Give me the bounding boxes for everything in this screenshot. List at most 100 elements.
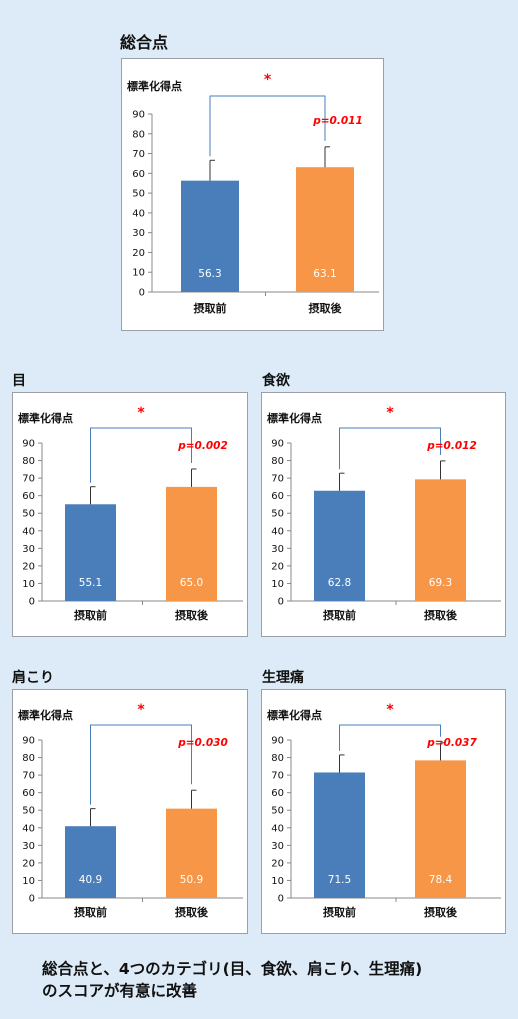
x-tick-label: 摂取前 xyxy=(74,608,107,622)
y-tick-label: 60 xyxy=(22,788,35,799)
significance-bracket xyxy=(339,427,441,470)
y-tick-label: 40 xyxy=(132,208,145,219)
y-tick-label: 0 xyxy=(29,597,35,608)
y-tick-label: 90 xyxy=(271,736,284,747)
chart-panel-stiff-shoulders: 標準化得点 0 10 20 30 40 50 60 70 80 90 40.9 摂取前 50.9 摂取後 * p… xyxy=(12,689,248,934)
bar xyxy=(181,180,239,292)
chart-menstrual-pain: 標準化得点 0 10 20 30 40 50 60 70 80 90 71.5 摂取前 78.4 摂取後 * p… xyxy=(267,702,501,919)
y-tick-label: 10 xyxy=(22,579,35,590)
x-tick-label: 摂取前 xyxy=(323,608,356,622)
significance-bracket xyxy=(90,724,192,805)
y-tick-label: 50 xyxy=(271,509,284,520)
bar xyxy=(65,826,116,898)
y-tick-label: 20 xyxy=(22,858,35,869)
y-tick-label: 40 xyxy=(271,823,284,834)
bar xyxy=(415,479,466,601)
chart-title-menstrual-pain: 生理痛 xyxy=(262,670,304,686)
p-value-label: p=0.037 xyxy=(426,737,477,749)
y-axis-label: 標準化得点 xyxy=(18,708,73,722)
y-tick-label: 30 xyxy=(271,544,284,555)
y-tick-label: 30 xyxy=(22,841,35,852)
significance-mark: * xyxy=(386,405,394,421)
y-tick-label: 30 xyxy=(132,228,145,239)
y-tick-label: 60 xyxy=(132,169,145,180)
y-axis-label: 標準化得点 xyxy=(127,79,182,93)
y-tick-label: 90 xyxy=(132,110,145,121)
chart-eyes: 標準化得点 0 10 20 30 40 50 60 70 80 90 55.1 摂取前 65.0 摂取後 * p… xyxy=(18,405,243,622)
y-tick-label: 30 xyxy=(271,841,284,852)
chart-title-total: 総合点 xyxy=(120,33,169,52)
chart-appetite: 標準化得点 0 10 20 30 40 50 60 70 80 90 62.8 摂取前 69.3 摂取後 * p… xyxy=(267,405,501,622)
significance-mark: * xyxy=(386,702,394,718)
x-tick-label: 摂取前 xyxy=(323,905,356,919)
p-value-label: p=0.011 xyxy=(312,115,363,127)
y-tick-label: 10 xyxy=(22,876,35,887)
y-tick-label: 0 xyxy=(29,894,35,905)
y-tick-label: 80 xyxy=(271,753,284,764)
y-tick-label: 70 xyxy=(271,474,284,485)
y-tick-label: 60 xyxy=(271,788,284,799)
y-tick-label: 20 xyxy=(271,561,284,572)
y-tick-label: 10 xyxy=(132,268,145,279)
x-tick-label: 摂取後 xyxy=(309,301,343,315)
bar xyxy=(166,486,217,601)
x-tick-label: 摂取後 xyxy=(424,905,458,919)
significance-mark: * xyxy=(137,405,145,421)
data-label: 56.3 xyxy=(198,268,221,280)
x-tick-label: 摂取前 xyxy=(194,301,227,315)
y-tick-label: 80 xyxy=(271,456,284,467)
y-tick-label: 40 xyxy=(271,526,284,537)
y-axis-label: 標準化得点 xyxy=(267,411,322,425)
y-tick-label: 80 xyxy=(22,753,35,764)
significance-bracket xyxy=(90,427,192,483)
bar xyxy=(296,167,354,292)
y-tick-label: 70 xyxy=(132,149,145,160)
y-tick-label: 0 xyxy=(278,597,284,608)
significance-mark: * xyxy=(137,702,145,718)
y-tick-label: 70 xyxy=(271,771,284,782)
y-tick-label: 40 xyxy=(22,526,35,537)
y-axis-label: 標準化得点 xyxy=(267,708,322,722)
y-tick-label: 10 xyxy=(271,579,284,590)
chart-panel-menstrual-pain: 標準化得点 0 10 20 30 40 50 60 70 80 90 71.5 摂取前 78.4 摂取後 * p… xyxy=(261,689,506,934)
y-tick-label: 80 xyxy=(132,129,145,140)
p-value-label: p=0.030 xyxy=(177,737,228,749)
summary-line-2: のスコアが有意に改善 xyxy=(42,982,198,1000)
chart-panel-appetite: 標準化得点 0 10 20 30 40 50 60 70 80 90 62.8 摂取前 69.3 摂取後 * p… xyxy=(261,392,506,637)
y-tick-label: 50 xyxy=(22,806,35,817)
y-tick-label: 90 xyxy=(271,439,284,450)
data-label: 78.4 xyxy=(429,874,453,886)
y-tick-label: 50 xyxy=(132,189,145,200)
y-tick-label: 60 xyxy=(271,491,284,502)
x-tick-label: 摂取後 xyxy=(424,608,458,622)
y-tick-label: 70 xyxy=(22,474,35,485)
significance-mark: * xyxy=(264,72,272,88)
data-label: 55.1 xyxy=(79,577,102,589)
chart-stiff-shoulders: 標準化得点 0 10 20 30 40 50 60 70 80 90 40.9 摂取前 50.9 摂取後 * p… xyxy=(18,702,243,919)
data-label: 40.9 xyxy=(79,874,102,886)
chart-title-stiff-shoulders: 肩こり xyxy=(12,670,54,686)
y-tick-label: 50 xyxy=(22,509,35,520)
data-label: 50.9 xyxy=(180,874,203,886)
data-label: 65.0 xyxy=(180,577,203,589)
chart-panel-eyes: 標準化得点 0 10 20 30 40 50 60 70 80 90 55.1 摂取前 65.0 摂取後 * p… xyxy=(12,392,248,637)
chart-panel-total: 標準化得点 0 10 20 30 40 50 60 70 80 90 56.3 摂取前 63.1 摂取後 * p… xyxy=(121,58,384,331)
significance-bracket xyxy=(209,95,326,157)
x-tick-label: 摂取後 xyxy=(175,608,209,622)
y-tick-label: 70 xyxy=(22,771,35,782)
chart-title-appetite: 食欲 xyxy=(262,373,290,389)
y-tick-label: 90 xyxy=(22,439,35,450)
y-tick-label: 80 xyxy=(22,456,35,467)
chart-title-eyes: 目 xyxy=(12,373,26,389)
bar xyxy=(166,808,217,898)
significance-bracket xyxy=(339,724,441,751)
bar xyxy=(415,760,466,898)
y-tick-label: 30 xyxy=(22,544,35,555)
bar xyxy=(314,772,365,898)
data-label: 63.1 xyxy=(313,268,336,280)
y-tick-label: 40 xyxy=(22,823,35,834)
x-tick-label: 摂取前 xyxy=(74,905,107,919)
data-label: 71.5 xyxy=(328,874,351,886)
chart-total: 標準化得点 0 10 20 30 40 50 60 70 80 90 56.3 摂取前 63.1 摂取後 * p… xyxy=(127,72,379,315)
p-value-label: p=0.002 xyxy=(177,440,228,452)
